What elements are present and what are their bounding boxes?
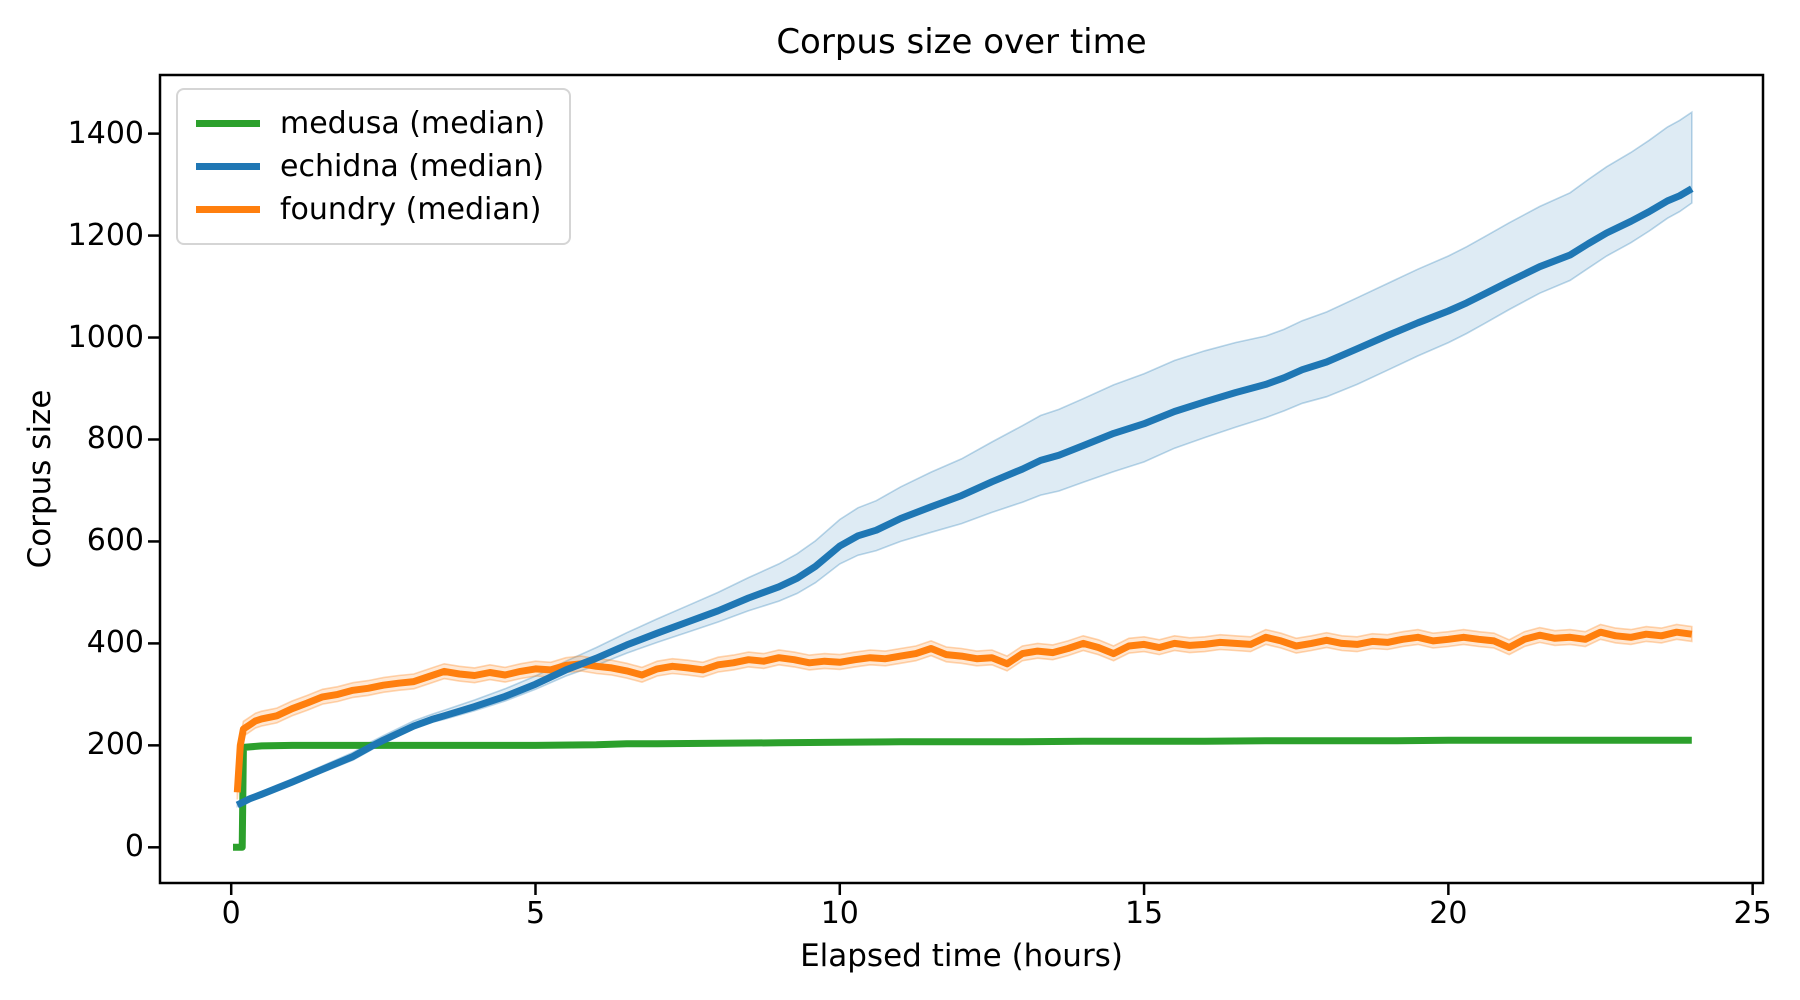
x-tick-label: 10 [820, 896, 859, 931]
medusa-line [233, 736, 1692, 851]
echidna-line [235, 185, 1694, 809]
y-tick-label: 600 [86, 523, 144, 559]
legend: medusa (median) echidna (median) foundry… [176, 88, 572, 245]
legend-swatch-foundry [196, 206, 260, 213]
foundry-line [233, 628, 1693, 793]
legend-item-echidna: echidna (median) [196, 145, 545, 188]
y-tick-label: 1400 [67, 115, 144, 151]
x-tick-label: 20 [1429, 896, 1468, 931]
x-tick-label: 5 [525, 896, 546, 931]
axes-frame [158, 73, 1765, 885]
y-tick-label: 400 [86, 625, 144, 661]
legend-swatch-medusa [196, 120, 260, 127]
y-tick-label: 800 [86, 421, 144, 457]
legend-label-medusa: medusa (median) [280, 105, 546, 141]
y-tick-label: 1000 [67, 319, 144, 355]
legend-label-foundry: foundry (median) [280, 191, 542, 227]
x-tick-label: 15 [1124, 896, 1164, 931]
x-axis-label: Elapsed time (hours) [800, 938, 1123, 974]
chart-title: Corpus size over time [776, 22, 1147, 62]
y-tick-label: 1200 [67, 217, 144, 253]
echidna-band [236, 110, 1693, 808]
legend-item-medusa: medusa (median) [196, 102, 545, 145]
x-tick-label: 0 [221, 896, 241, 931]
legend-item-foundry: foundry (median) [196, 188, 545, 231]
y-tick-label: 0 [124, 829, 144, 865]
legend-label-echidna: echidna (median) [280, 148, 545, 184]
legend-swatch-echidna [196, 163, 260, 170]
x-tick-label: 25 [1733, 896, 1772, 931]
y-tick-label: 200 [86, 727, 144, 763]
